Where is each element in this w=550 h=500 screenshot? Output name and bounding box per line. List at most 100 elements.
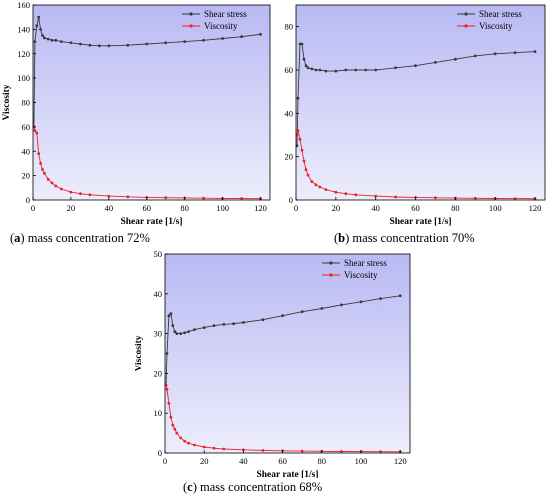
data-point-b-1-1: [296, 129, 300, 133]
data-point-b-1-17: [434, 196, 437, 200]
legend-label-c-0: Shear stress: [344, 258, 387, 268]
data-point-b-0-21: [493, 52, 497, 56]
legend-marker-b-0: [464, 12, 468, 16]
x-tick-label-c-2: 40: [239, 456, 248, 466]
data-point-c-0-18: [300, 310, 304, 314]
y-tick-label-a-7: 140: [17, 24, 30, 34]
data-point-b-0-3: [300, 42, 304, 46]
data-point-b-1-21: [513, 197, 517, 201]
series-line-b-0: [296, 43, 536, 146]
legend-label-a-1: Viscosity: [204, 21, 238, 31]
x-tick-label-a-0: 0: [31, 203, 35, 213]
data-point-a-1-21: [240, 197, 244, 200]
x-tick-label-a-5: 100: [216, 203, 229, 213]
y-tick-label-c-5: 50: [154, 249, 163, 259]
caption-c-text: mass concentration 68%: [196, 480, 323, 494]
data-point-c-0-1: [165, 352, 169, 355]
legend-label-c-1: Viscosity: [344, 270, 378, 280]
legend-marker-b-1: [464, 24, 468, 28]
data-point-c-1-10: [193, 443, 196, 447]
data-point-b-1-3: [300, 148, 304, 152]
data-point-a-1-7: [46, 177, 50, 181]
data-point-a-0-4: [39, 28, 42, 31]
data-point-c-0-19: [320, 307, 324, 310]
data-point-a-1-13: [88, 193, 92, 197]
data-point-b-0-4: [302, 57, 306, 61]
data-point-b-0-17: [414, 64, 417, 68]
data-point-b-0-16: [394, 66, 397, 70]
y-tick-label-a-2: 40: [22, 146, 31, 156]
data-point-c-0-17: [281, 314, 284, 318]
caption-a-letter: a: [14, 231, 21, 245]
data-point-c-0-10: [193, 328, 196, 331]
chart-panel-c: 0 20 40 60 80 100 120 0 10 20 30 40 50 Shear rate [1/…: [135, 248, 415, 500]
data-point-b-1-19: [473, 196, 477, 200]
data-point-a-1-2: [35, 131, 39, 135]
data-point-c-1-4: [171, 423, 175, 427]
data-point-c-1-9: [187, 441, 190, 445]
data-point-a-1-6: [43, 171, 46, 175]
data-point-c-1-19: [340, 450, 343, 453]
caption-b: (b) mass concentration 70%: [334, 231, 475, 245]
data-point-b-0-20: [473, 54, 477, 58]
data-point-b-0-10: [324, 69, 328, 73]
data-point-a-0-20: [202, 38, 206, 42]
y-tick-label-a-1: 20: [22, 171, 31, 181]
data-point-b-0-8: [314, 68, 318, 72]
data-point-b-0-18: [434, 61, 437, 64]
data-point-c-1-6: [175, 431, 179, 435]
data-point-a-0-6: [43, 36, 46, 40]
data-point-b-0-13: [354, 68, 358, 72]
x-tick-label-b-4: 80: [451, 203, 460, 213]
x-tick-label-c-1: 20: [200, 456, 209, 466]
y-axis-label-c: Viscosity: [135, 335, 144, 371]
data-point-a-0-23: [259, 32, 262, 36]
y-tick-label-b-4: 80: [285, 22, 294, 32]
caption-a: (a) mass concentration 72%: [10, 231, 150, 245]
data-point-c-1-11: [202, 445, 206, 449]
data-point-a-1-10: [60, 187, 63, 191]
x-tick-label-b-5: 100: [489, 203, 502, 213]
data-point-c-0-2: [167, 314, 171, 318]
x-tick-label-b-6: 120: [529, 203, 542, 213]
data-point-c-0-23: [398, 294, 402, 298]
data-point-c-0-15: [242, 321, 245, 324]
data-point-a-0-18: [164, 41, 168, 45]
data-point-c-0-9: [187, 330, 190, 333]
data-point-c-1-2: [167, 401, 171, 405]
data-point-c-1-15: [261, 449, 265, 452]
x-tick-label-b-3: 60: [411, 203, 420, 213]
x-tick-label-b-1: 20: [332, 203, 341, 213]
y-tick-label-b-0: 0: [289, 195, 293, 205]
y-tick-label-b-2: 40: [285, 108, 294, 118]
plot-area-c: [165, 254, 410, 453]
y-tick-label-a-3: 60: [22, 122, 31, 132]
data-point-a-0-2: [35, 24, 39, 28]
data-point-b-0-14: [364, 68, 368, 72]
x-tick-label-c-0: 0: [163, 456, 167, 466]
data-point-a-1-3: [37, 152, 41, 156]
x-tick-label-a-1: 20: [67, 203, 76, 213]
data-point-b-1-12: [344, 192, 348, 196]
data-point-c-1-3: [169, 415, 173, 419]
data-point-a-1-8: [50, 181, 54, 185]
data-point-b-0-22: [513, 51, 517, 55]
data-point-c-0-22: [379, 297, 382, 300]
data-point-a-0-13: [88, 43, 92, 47]
data-point-c-0-8: [183, 331, 186, 335]
x-tick-label-c-5: 100: [355, 456, 368, 466]
data-point-b-1-14: [374, 194, 378, 198]
legend-marker-a-1: [189, 24, 193, 28]
data-point-c-0-6: [175, 332, 179, 335]
caption-c-letter: c: [187, 480, 193, 494]
x-tick-label-a-2: 40: [105, 203, 114, 213]
data-point-b-0-2: [298, 42, 302, 46]
chart-panel-a: 0 20 40 60 80 100 120 0 20 40 60 80 100 120 140 160 Shea…: [0, 0, 275, 250]
data-point-a-1-5: [41, 168, 44, 171]
data-point-c-1-12: [212, 446, 216, 450]
data-point-b-0-1: [296, 96, 300, 100]
data-point-a-0-5: [41, 34, 44, 37]
data-point-b-1-13: [354, 193, 358, 197]
y-tick-label-b-1: 20: [285, 152, 294, 162]
data-point-b-0-5: [304, 64, 308, 68]
